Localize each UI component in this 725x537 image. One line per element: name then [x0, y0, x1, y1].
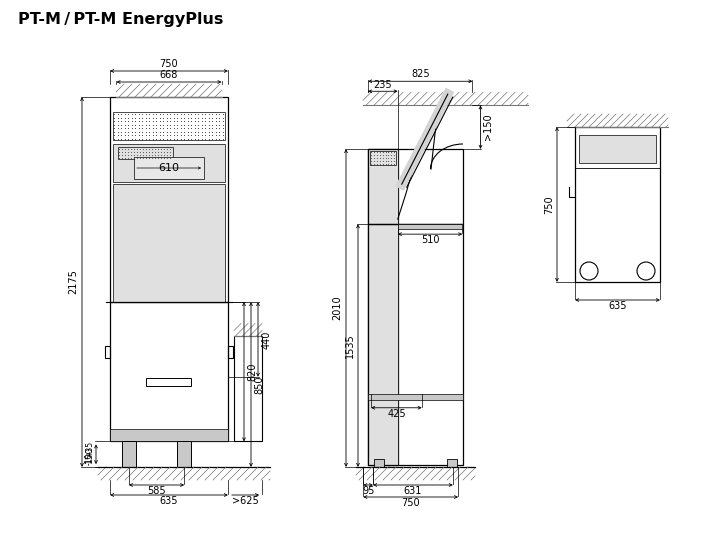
Bar [118, 147, 173, 159]
Text: 635: 635 [160, 496, 178, 506]
Bar [146, 378, 191, 386]
Bar [113, 112, 225, 140]
Text: 825: 825 [411, 69, 429, 79]
Bar [110, 97, 228, 302]
Bar [105, 346, 110, 358]
Bar [368, 394, 463, 400]
Text: 635: 635 [608, 301, 626, 311]
Bar [122, 441, 136, 467]
Text: 610: 610 [159, 163, 180, 173]
Text: 850: 850 [254, 375, 264, 394]
Text: 440: 440 [262, 330, 272, 349]
Text: 820: 820 [247, 362, 257, 381]
Bar [447, 459, 457, 467]
Text: -10: -10 [85, 453, 94, 466]
Bar [368, 149, 463, 224]
Bar [113, 184, 225, 302]
Text: 235: 235 [373, 80, 392, 90]
Text: 150: 150 [85, 446, 94, 463]
Bar [575, 127, 660, 282]
Bar [368, 224, 463, 465]
Text: >625: >625 [231, 496, 258, 506]
Text: >150: >150 [484, 114, 494, 141]
Bar [374, 459, 384, 467]
Bar [579, 135, 656, 163]
Text: PT-M / PT-M EnergyPlus: PT-M / PT-M EnergyPlus [18, 12, 223, 27]
Bar [113, 144, 225, 182]
Text: 750: 750 [402, 498, 420, 508]
Bar [110, 302, 228, 441]
Bar [134, 157, 204, 179]
Bar [110, 430, 228, 441]
Text: 585: 585 [147, 486, 166, 496]
Text: 95: 95 [362, 486, 374, 496]
Text: 510: 510 [420, 235, 439, 245]
Text: 1535: 1535 [345, 333, 355, 358]
Text: 2175: 2175 [68, 270, 78, 294]
Text: 631: 631 [404, 486, 422, 496]
Text: 425: 425 [387, 409, 406, 419]
Bar [228, 346, 233, 358]
Text: +35: +35 [85, 441, 94, 458]
Bar [368, 149, 398, 465]
Text: 2010: 2010 [332, 296, 342, 320]
Bar [370, 151, 396, 165]
Bar [398, 224, 463, 229]
Text: 750: 750 [544, 195, 554, 214]
Bar [177, 441, 191, 467]
Text: 750: 750 [160, 59, 178, 69]
Bar [368, 149, 398, 465]
Bar [234, 337, 262, 441]
Text: 668: 668 [160, 70, 178, 81]
